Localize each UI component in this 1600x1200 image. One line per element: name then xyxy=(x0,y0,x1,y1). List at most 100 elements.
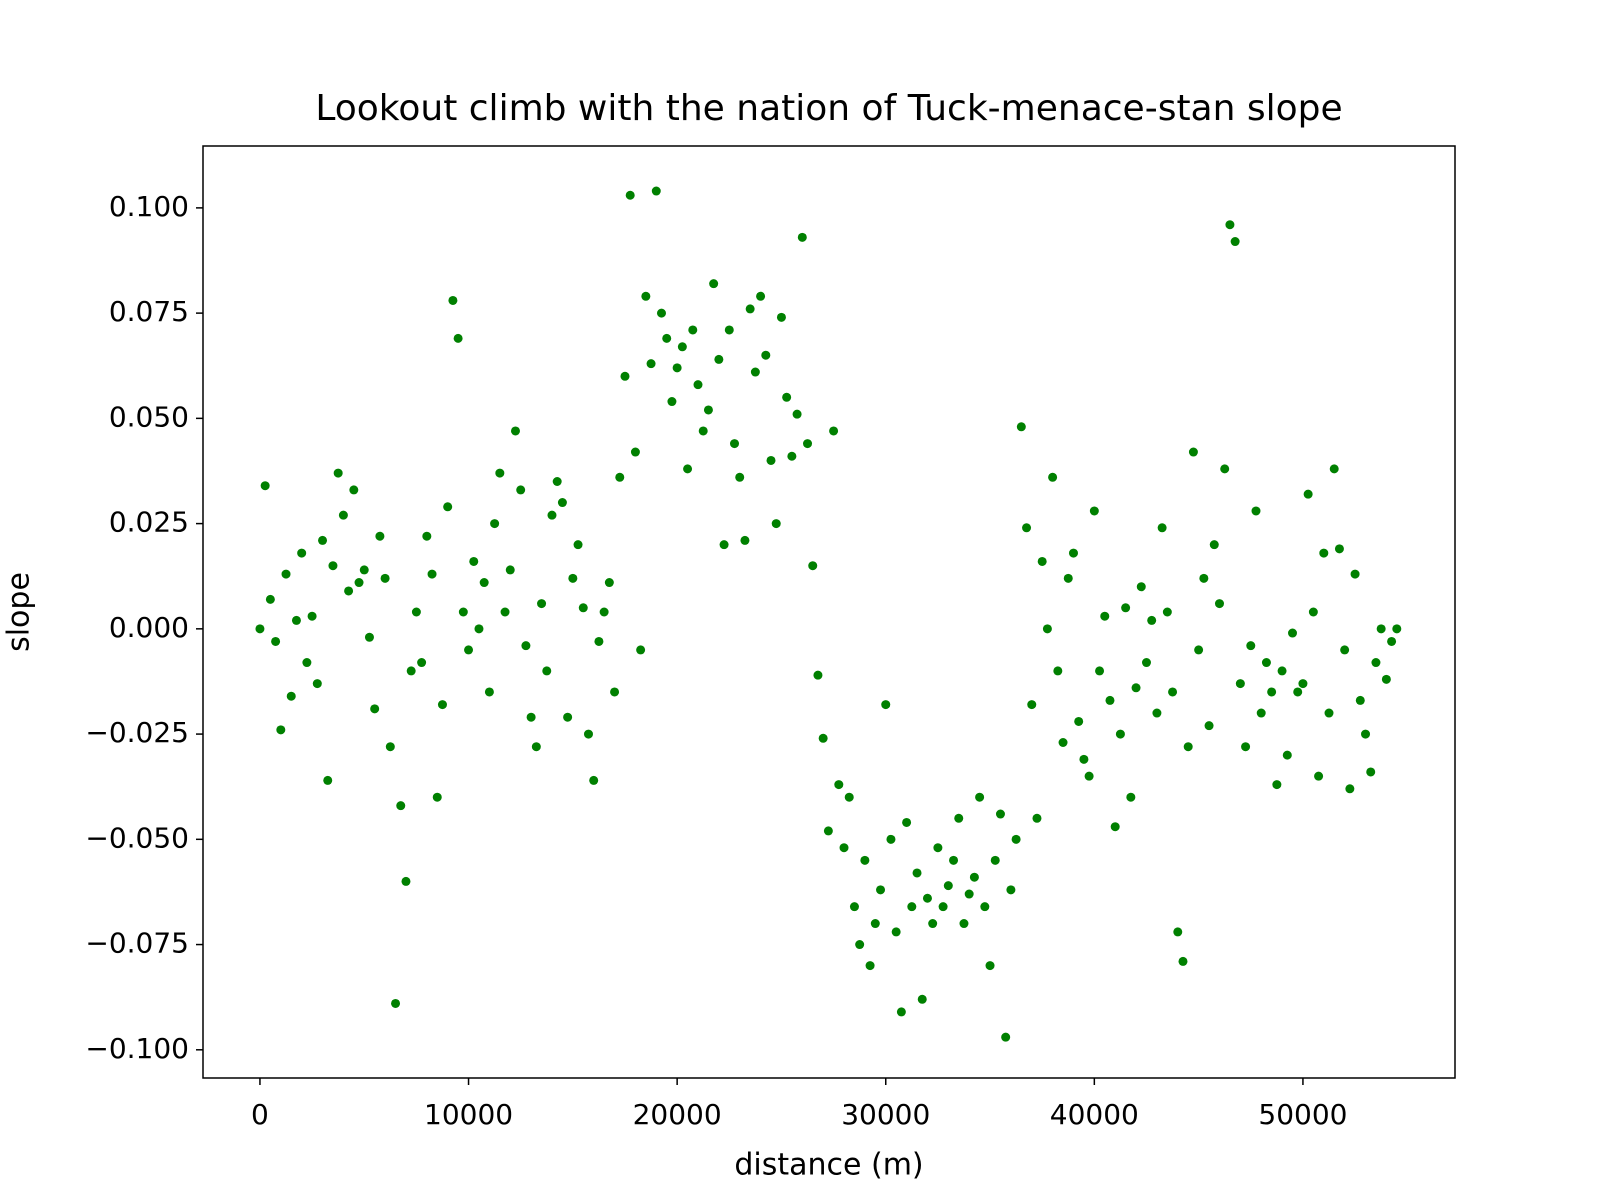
y-tick-label: 0.000 xyxy=(109,611,189,644)
scatter-point xyxy=(427,569,437,579)
scatter-point xyxy=(448,295,458,305)
x-tick-label: 10000 xyxy=(424,1098,513,1131)
scatter-point xyxy=(1371,658,1381,668)
scatter-point xyxy=(255,624,265,634)
scatter-point xyxy=(364,632,374,642)
scatter-point xyxy=(594,636,604,646)
scatter-point xyxy=(698,426,708,436)
scatter-point xyxy=(1267,687,1277,697)
scatter-point xyxy=(792,409,802,419)
scatter-point xyxy=(1261,658,1271,668)
scatter-point xyxy=(943,881,953,891)
scatter-point xyxy=(922,893,932,903)
scatter-point xyxy=(568,573,578,583)
scatter-point xyxy=(333,468,343,478)
scatter-point xyxy=(844,792,854,802)
scatter-point xyxy=(1355,695,1365,705)
scatter-point xyxy=(714,354,724,364)
scatter-point xyxy=(1126,792,1136,802)
scatter-point xyxy=(323,775,333,785)
scatter-point xyxy=(490,519,500,529)
scatter-point xyxy=(1334,544,1344,554)
scatter-point xyxy=(542,666,552,676)
scatter-point xyxy=(975,792,985,802)
scatter-point xyxy=(709,279,719,289)
scatter-point xyxy=(391,998,401,1008)
scatter-point xyxy=(1376,624,1386,634)
scatter-point xyxy=(980,902,990,912)
scatter-point xyxy=(959,919,969,929)
scatter-point xyxy=(1136,582,1146,592)
scatter-point xyxy=(537,599,547,609)
scatter-point xyxy=(291,615,301,625)
scatter-point xyxy=(834,780,844,790)
scatter-point xyxy=(260,481,270,491)
scatter-point xyxy=(766,455,776,465)
scatter-point xyxy=(604,578,614,588)
scatter-point xyxy=(730,439,740,449)
scatter-point xyxy=(677,342,687,352)
scatter-point xyxy=(589,775,599,785)
scatter-point xyxy=(829,426,839,436)
scatter-point xyxy=(547,510,557,520)
scatter-point xyxy=(756,291,766,301)
scatter-point xyxy=(1392,624,1402,634)
scatter-point xyxy=(1324,708,1334,718)
scatter-point xyxy=(443,502,453,512)
scatter-point xyxy=(484,687,494,697)
scatter-point xyxy=(474,624,484,634)
scatter-point xyxy=(411,607,421,617)
scatter-point xyxy=(469,556,479,566)
scatter-point xyxy=(599,607,609,617)
scatter-point xyxy=(552,477,562,487)
scatter-point xyxy=(1042,624,1052,634)
scatter-point xyxy=(646,359,656,369)
scatter-point xyxy=(464,645,474,655)
scatter-point xyxy=(1277,666,1287,676)
y-tick-label: −0.075 xyxy=(85,927,189,960)
scatter-point xyxy=(651,186,661,196)
scatter-point xyxy=(839,843,849,853)
scatter-point xyxy=(1011,834,1021,844)
scatter-point xyxy=(1214,599,1224,609)
scatter-point xyxy=(1272,780,1282,790)
scatter-point xyxy=(1006,885,1016,895)
scatter-point xyxy=(495,468,505,478)
scatter-point xyxy=(1329,464,1339,474)
scatter-point xyxy=(818,733,828,743)
scatter-point xyxy=(1241,742,1251,752)
scatter-point xyxy=(1361,729,1371,739)
scatter-point xyxy=(1204,721,1214,731)
scatter-point xyxy=(563,712,573,722)
scatter-point xyxy=(583,729,593,739)
scatter-point xyxy=(813,670,823,680)
scatter-point xyxy=(1282,750,1292,760)
scatter-point xyxy=(344,586,354,596)
scatter-point xyxy=(969,872,979,882)
scatter-point xyxy=(954,813,964,823)
scatter-point xyxy=(505,565,515,575)
scatter-point xyxy=(1381,674,1391,684)
scatter-point xyxy=(1141,658,1151,668)
x-axis-label: distance (m) xyxy=(734,1148,923,1183)
scatter-point xyxy=(990,855,1000,865)
scatter-point xyxy=(271,636,281,646)
scatter-point xyxy=(396,801,406,811)
scatter-point xyxy=(703,405,713,415)
scatter-point xyxy=(1220,464,1230,474)
scatter-point xyxy=(265,594,275,604)
scatter-point xyxy=(985,961,995,971)
scatter-point xyxy=(417,658,427,668)
scatter-point xyxy=(375,531,385,541)
scatter-point xyxy=(787,451,797,461)
x-tick-label: 40000 xyxy=(1050,1098,1139,1131)
scatter-point xyxy=(1188,447,1198,457)
scatter-point xyxy=(870,919,880,929)
scatter-point xyxy=(422,531,432,541)
scatter-point xyxy=(683,464,693,474)
scatter-point xyxy=(1016,422,1026,432)
scatter-point xyxy=(1032,813,1042,823)
scatter-point xyxy=(1314,771,1324,781)
scatter-point xyxy=(500,607,510,617)
scatter-point xyxy=(1121,603,1131,613)
